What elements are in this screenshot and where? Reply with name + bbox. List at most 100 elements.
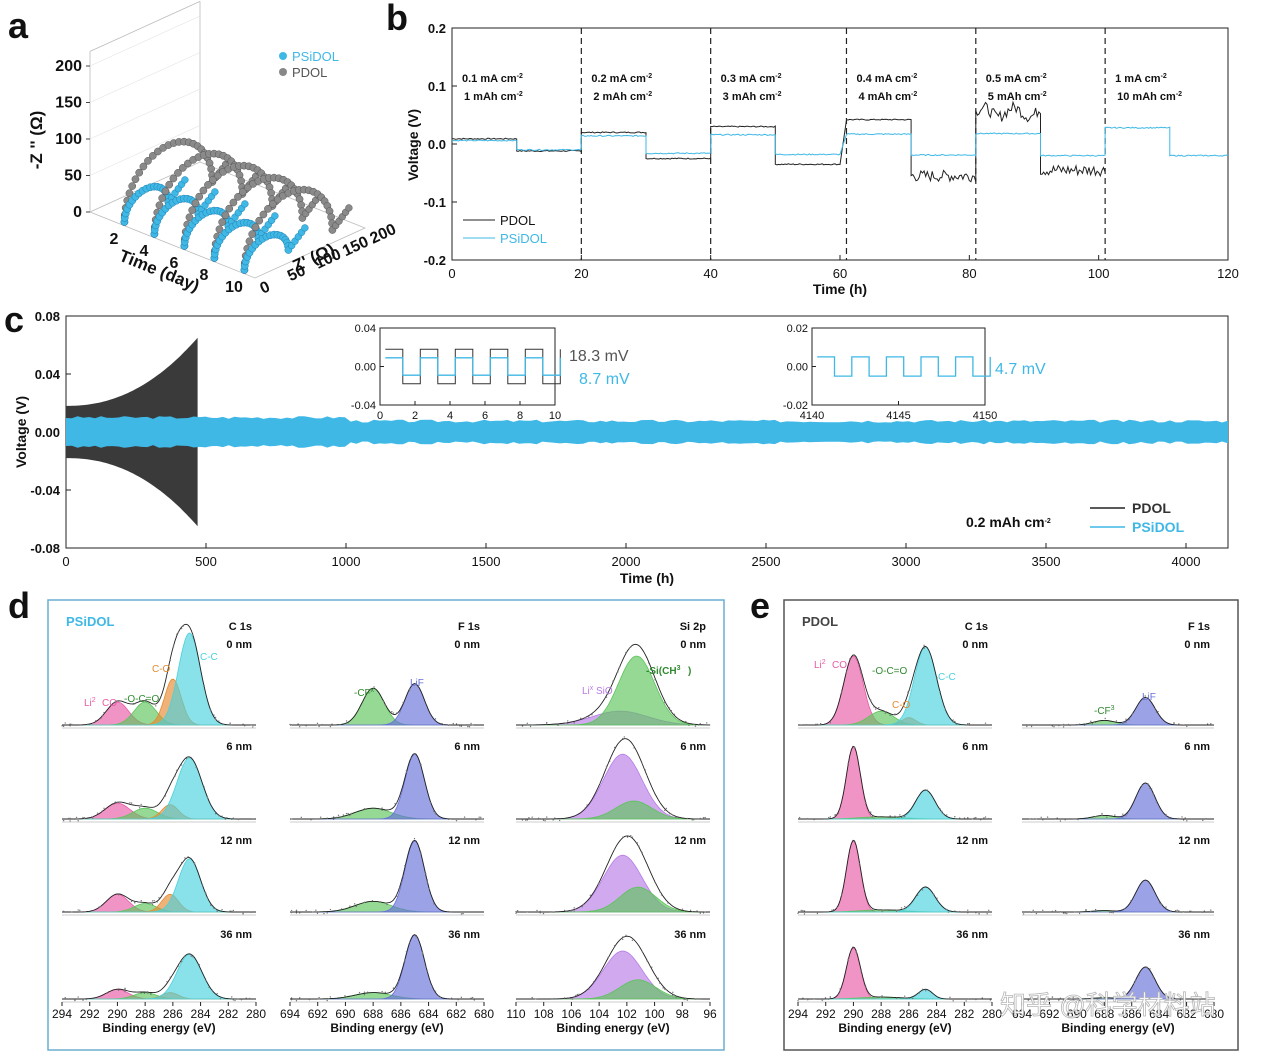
nyquist-point <box>297 201 305 209</box>
raw-point <box>694 725 697 727</box>
raw-point <box>828 816 830 819</box>
raw-point <box>1064 819 1066 821</box>
raw-point <box>214 908 217 910</box>
fit-envelope <box>62 756 256 820</box>
x-tick-label: 288 <box>871 1007 891 1021</box>
raw-point <box>941 811 943 813</box>
raw-point <box>858 663 861 665</box>
raw-point <box>92 722 94 724</box>
raw-point <box>429 802 432 804</box>
panel-letter-a: a <box>8 5 29 46</box>
raw-point <box>345 720 348 722</box>
raw-point <box>329 996 332 998</box>
raw-point <box>413 753 416 755</box>
fit-envelope <box>516 738 710 820</box>
raw-point <box>1131 713 1134 715</box>
x-tick-label: 2500 <box>752 554 781 569</box>
raw-point <box>1032 818 1034 820</box>
raw-point <box>1090 720 1092 723</box>
nyquist-point <box>195 192 204 201</box>
z-grid <box>89 88 201 140</box>
segment-current-3: 0.4 mA cm-2 <box>856 73 917 85</box>
raw-point <box>226 816 228 819</box>
raw-point <box>1032 909 1034 912</box>
raw-point <box>525 819 527 821</box>
raw-point <box>1152 976 1154 978</box>
raw-point <box>558 819 561 822</box>
raw-point <box>979 819 982 821</box>
raw-point <box>531 996 533 999</box>
raw-point <box>623 936 626 938</box>
panel-e: PDOL 0 nm 6 nm 12 nm 36 nm 294 292 290 288 286 284… <box>783 599 1239 1051</box>
raw-point <box>392 987 395 989</box>
raw-point <box>1142 697 1145 700</box>
raw-point <box>807 999 809 1001</box>
peak-label-sich-b: ) <box>688 666 691 677</box>
raw-point <box>1150 788 1153 790</box>
nyquist-point <box>128 182 137 190</box>
raw-point <box>1040 816 1042 819</box>
raw-point <box>895 910 898 913</box>
raw-point <box>968 722 971 725</box>
raw-point <box>341 816 343 818</box>
raw-point <box>1189 910 1191 912</box>
raw-point <box>318 724 320 727</box>
raw-point <box>865 801 867 804</box>
raw-point <box>344 995 346 997</box>
raw-point <box>1094 816 1097 818</box>
raw-point <box>865 986 867 988</box>
raw-point <box>681 908 684 910</box>
raw-point <box>299 726 301 728</box>
x-tick-label: 292 <box>80 1007 100 1021</box>
raw-point <box>675 996 677 999</box>
raw-point <box>289 723 291 726</box>
raw-point <box>552 819 554 821</box>
raw-point <box>694 998 697 1000</box>
raw-point <box>386 903 388 906</box>
panel-b: 0 20 40 60 80 100 120 -0.2 -0.1 0.0 0.1 0.2 Time (h)… <box>405 21 1239 297</box>
raw-point <box>363 994 366 996</box>
segment-capacity-5: 10 mAh cm-2 <box>1117 91 1182 103</box>
raw-point <box>214 718 217 720</box>
raw-point <box>605 766 608 768</box>
fit-component <box>62 757 256 820</box>
raw-point <box>208 986 210 989</box>
raw-point <box>192 956 194 958</box>
raw-point <box>323 912 325 915</box>
raw-point <box>232 999 235 1001</box>
raw-point <box>75 816 78 819</box>
raw-point <box>552 911 554 913</box>
peak-label-li2co3: Li2 <box>814 659 826 671</box>
raw-point <box>82 816 84 819</box>
raw-point <box>442 724 445 726</box>
raw-point <box>363 901 366 904</box>
raw-point <box>216 909 218 912</box>
raw-point <box>664 701 666 704</box>
raw-point <box>231 910 233 912</box>
x-tick-label: 108 <box>534 1007 554 1021</box>
inset-x-tick-label: 4150 <box>973 410 997 422</box>
depth-label: 36 nm <box>448 929 480 941</box>
raw-point <box>315 909 317 911</box>
raw-point <box>242 723 244 725</box>
raw-point <box>339 816 341 819</box>
raw-point <box>879 996 882 998</box>
fit-envelope <box>516 643 710 726</box>
raw-point <box>1058 724 1060 727</box>
raw-point <box>1093 998 1095 1001</box>
fit-envelope <box>290 934 484 1000</box>
raw-point <box>942 813 945 815</box>
raw-point <box>1123 721 1126 723</box>
raw-point <box>1123 995 1126 997</box>
depth-label: 0 nm <box>1184 639 1210 651</box>
segment-current-5: 1 mA cm-2 <box>1115 73 1167 85</box>
raw-point <box>975 816 977 819</box>
peak-label-cfx: -CFx <box>354 687 375 699</box>
inset-frame <box>379 327 556 406</box>
element-label: C 1s <box>965 621 988 633</box>
x-tick-label: 286 <box>899 1007 919 1021</box>
raw-point <box>113 702 115 704</box>
raw-point <box>316 724 319 726</box>
raw-point <box>347 722 349 724</box>
raw-point <box>539 912 541 914</box>
